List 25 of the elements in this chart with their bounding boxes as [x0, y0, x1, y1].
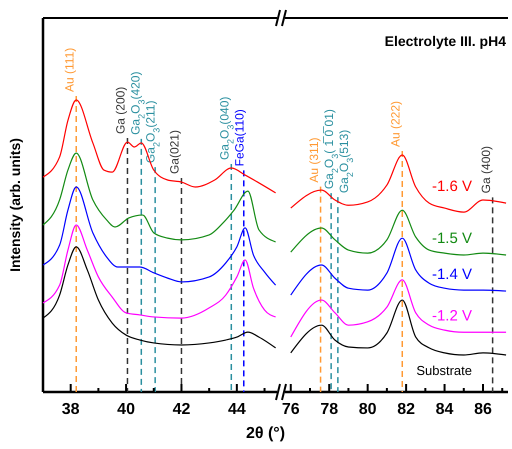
ref-line-label: FeGa(110) [232, 109, 247, 166]
ref-line-label: Au (311) [306, 138, 321, 183]
series-label: -1.4 V [432, 266, 472, 284]
ref-line-label: Au (222) [388, 100, 402, 147]
y-axis-title: Intensity (arb. units) [7, 138, 23, 272]
x-tick-label: 86 [474, 401, 492, 418]
x-tick-label: 84 [436, 401, 454, 418]
x-tick-label: 80 [358, 401, 377, 418]
x-tick-label: 82 [397, 401, 416, 418]
chart-title: Electrolyte III. pH4 [384, 33, 506, 49]
series-label: Substrate [416, 363, 472, 378]
series-label: -1.5 V [432, 230, 472, 248]
series-label: -1.6 V [432, 178, 472, 196]
ref-line-label: Au (111) [62, 48, 76, 92]
series-label: -1.2 V [432, 307, 472, 324]
x-tick-label: 40 [117, 401, 136, 418]
ref-line-label: Ga (400) [478, 146, 493, 194]
x-tick-label: 42 [172, 401, 190, 418]
x-tick-label: 44 [228, 401, 246, 418]
x-tick-label: 76 [282, 401, 300, 418]
ref-line-label: Ga(021) [168, 130, 182, 174]
x-axis-title: 2θ (°) [246, 425, 286, 442]
x-tick-label: 78 [320, 401, 338, 418]
x-tick-label: 38 [62, 401, 80, 418]
ref-line-label: Ga (200) [114, 86, 128, 134]
